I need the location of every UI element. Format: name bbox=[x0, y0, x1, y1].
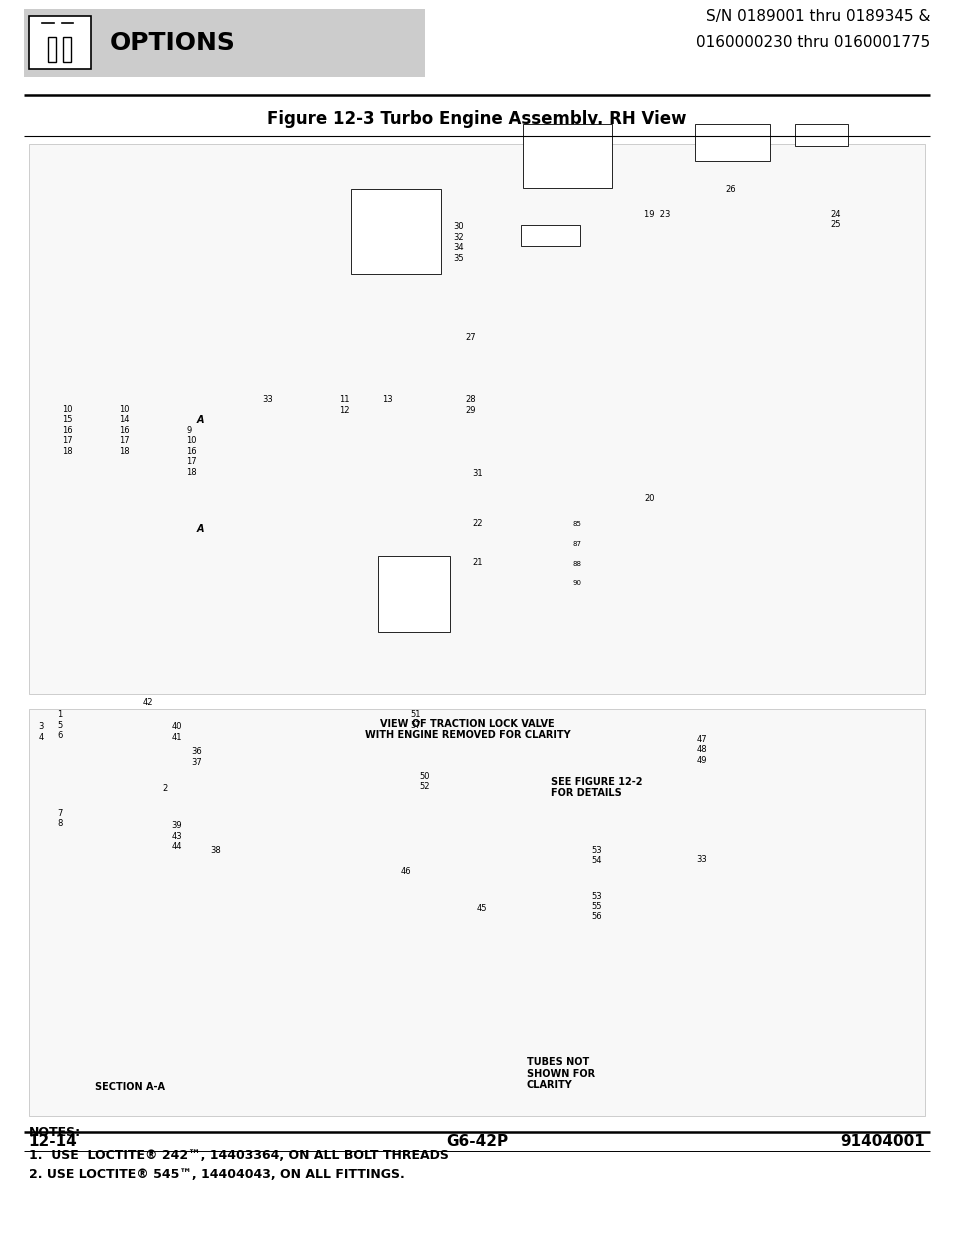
Text: 26: 26 bbox=[724, 185, 735, 194]
Text: 88: 88 bbox=[572, 561, 580, 567]
Text: S/N 0189001 thru 0189345 &: S/N 0189001 thru 0189345 & bbox=[705, 9, 929, 23]
FancyBboxPatch shape bbox=[29, 709, 924, 1116]
Text: 33: 33 bbox=[696, 855, 706, 863]
Text: 0160000230 thru 0160001775: 0160000230 thru 0160001775 bbox=[695, 35, 929, 51]
FancyBboxPatch shape bbox=[24, 9, 424, 77]
Text: GND-2
GND-3
GND-4
GND-5
CAB GND: GND-2 GND-3 GND-4 GND-5 CAB GND bbox=[379, 215, 412, 248]
Text: 19  23: 19 23 bbox=[643, 210, 670, 219]
Text: 3
4: 3 4 bbox=[38, 722, 44, 742]
Text: 13: 13 bbox=[381, 395, 392, 404]
Text: SECTION A-A: SECTION A-A bbox=[95, 1082, 165, 1092]
Text: 1
5
6: 1 5 6 bbox=[57, 710, 63, 740]
Text: 31: 31 bbox=[472, 469, 482, 478]
Text: 85: 85 bbox=[572, 521, 580, 527]
Text: 46: 46 bbox=[400, 867, 411, 876]
Bar bbox=[49, 37, 56, 62]
Text: 21: 21 bbox=[472, 558, 482, 567]
Text: A: A bbox=[196, 415, 204, 425]
Text: 42: 42 bbox=[143, 698, 153, 706]
Text: SEE FIGURE 12-2
FOR DETAILS: SEE FIGURE 12-2 FOR DETAILS bbox=[551, 777, 642, 798]
Text: 12-14: 12-14 bbox=[29, 1134, 77, 1150]
Text: Figure 12-3 Turbo Engine Assembly, RH View: Figure 12-3 Turbo Engine Assembly, RH Vi… bbox=[267, 110, 686, 128]
Text: NOTES:: NOTES: bbox=[29, 1126, 81, 1140]
Text: 51
57: 51 57 bbox=[410, 710, 420, 730]
Text: OPTIONS: OPTIONS bbox=[110, 31, 235, 54]
Text: 40
41: 40 41 bbox=[172, 722, 182, 742]
Text: 53
54: 53 54 bbox=[591, 846, 601, 866]
Text: 87: 87 bbox=[572, 541, 580, 547]
Text: 91404001: 91404001 bbox=[840, 1134, 924, 1150]
Text: STRT-SOL
ALT BAT
SNBR
BAT: STRT-SOL ALT BAT SNBR BAT bbox=[551, 142, 583, 169]
FancyBboxPatch shape bbox=[351, 189, 440, 274]
FancyBboxPatch shape bbox=[522, 124, 612, 188]
Text: 7
8: 7 8 bbox=[57, 809, 63, 829]
Text: VIEW OF TRACTION LOCK VALVE
WITH ENGINE REMOVED FOR CLARITY: VIEW OF TRACTION LOCK VALVE WITH ENGINE … bbox=[364, 719, 570, 740]
Text: STRT-REL: STRT-REL bbox=[534, 232, 566, 238]
Text: 36
37: 36 37 bbox=[191, 747, 201, 767]
Text: 2. USE LOCTITE® 545™, 14404043, ON ALL FITTINGS.: 2. USE LOCTITE® 545™, 14404043, ON ALL F… bbox=[29, 1168, 404, 1182]
Text: 39
43
44: 39 43 44 bbox=[172, 821, 182, 851]
Text: ALT EXC-B
SNSR: ALT EXC-B SNSR bbox=[714, 136, 749, 148]
Text: 10
14
16
17
18: 10 14 16 17 18 bbox=[119, 405, 130, 456]
Text: A: A bbox=[196, 524, 204, 534]
Text: 45: 45 bbox=[476, 904, 487, 913]
Text: GND-9
STRT-REL
START-B
STRT-SOL: GND-9 STRT-REL START-B STRT-SOL bbox=[397, 580, 430, 608]
Bar bbox=[64, 37, 71, 62]
Text: 11
12: 11 12 bbox=[338, 395, 349, 415]
Text: 22: 22 bbox=[472, 519, 482, 527]
FancyBboxPatch shape bbox=[794, 124, 847, 146]
Text: 50
52: 50 52 bbox=[419, 772, 430, 792]
Text: 28
29: 28 29 bbox=[465, 395, 476, 415]
Text: 2: 2 bbox=[162, 784, 168, 793]
FancyBboxPatch shape bbox=[377, 556, 450, 632]
FancyBboxPatch shape bbox=[29, 16, 91, 69]
Text: 24
25: 24 25 bbox=[829, 210, 840, 230]
FancyBboxPatch shape bbox=[694, 124, 769, 161]
Text: ALT BAT: ALT BAT bbox=[807, 132, 834, 137]
Text: 10
15
16
17
18: 10 15 16 17 18 bbox=[62, 405, 72, 456]
Text: 1.  USE  LOCTITE® 242™, 14403364, ON ALL BOLT THREADS: 1. USE LOCTITE® 242™, 14403364, ON ALL B… bbox=[29, 1149, 448, 1162]
FancyBboxPatch shape bbox=[520, 225, 579, 246]
Text: 27: 27 bbox=[465, 333, 476, 342]
Text: 38: 38 bbox=[210, 846, 220, 855]
Text: 33: 33 bbox=[262, 395, 273, 404]
Text: 90: 90 bbox=[572, 580, 580, 587]
Text: 47
48
49: 47 48 49 bbox=[696, 735, 706, 764]
Text: 9
10
16
17
18: 9 10 16 17 18 bbox=[186, 426, 196, 477]
Text: 20: 20 bbox=[643, 494, 654, 503]
FancyBboxPatch shape bbox=[29, 144, 924, 694]
Text: G6-42P: G6-42P bbox=[445, 1134, 508, 1150]
Text: TUBES NOT
SHOWN FOR
CLARITY: TUBES NOT SHOWN FOR CLARITY bbox=[526, 1057, 594, 1091]
Text: 30
32
34
35: 30 32 34 35 bbox=[453, 222, 463, 263]
Text: 53
55
56: 53 55 56 bbox=[591, 892, 601, 921]
